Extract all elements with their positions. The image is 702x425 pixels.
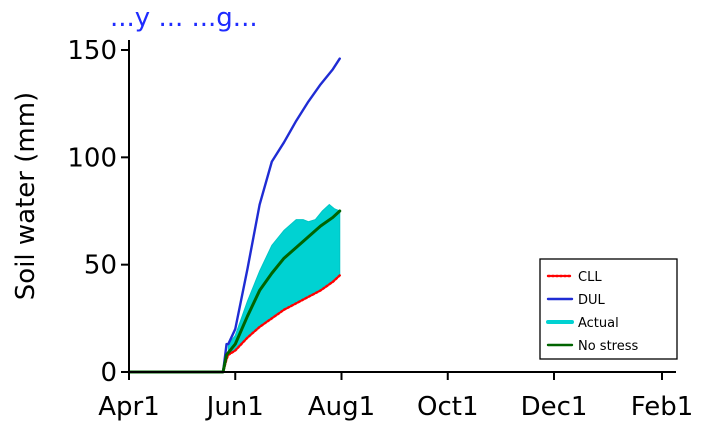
x-tick-label: Aug1 [308, 392, 375, 422]
legend: CLL DUL Actual No stress [539, 258, 678, 360]
series-line-no-stress [127, 209, 342, 374]
y-tick-label: 0 [100, 358, 117, 388]
y-tick-label: 100 [67, 143, 117, 173]
y-axis-title: Soil water (mm) [11, 92, 41, 300]
x-tick-label: Oct1 [417, 392, 479, 422]
x-tick-label: Dec1 [521, 392, 588, 422]
x-tick-label: Apr1 [98, 392, 160, 422]
x-tick-label: Jun1 [205, 392, 264, 422]
axis-layer: Apr1 Jun1 Aug1 Oct1 Dec1 Feb1 0 50 100 150 [67, 36, 693, 422]
legend-label: No stress [578, 339, 639, 354]
legend-label: CLL [578, 270, 602, 285]
y-tick-label: 150 [67, 36, 117, 66]
series-layer [127, 57, 342, 374]
y-tick-label: 50 [84, 251, 117, 281]
chart-title: ...y ... ...g... [110, 3, 258, 33]
legend-label: Actual [578, 316, 619, 331]
legend-label: DUL [578, 293, 606, 308]
x-tick-label: Feb1 [631, 392, 694, 422]
series-line-dul [127, 57, 341, 374]
